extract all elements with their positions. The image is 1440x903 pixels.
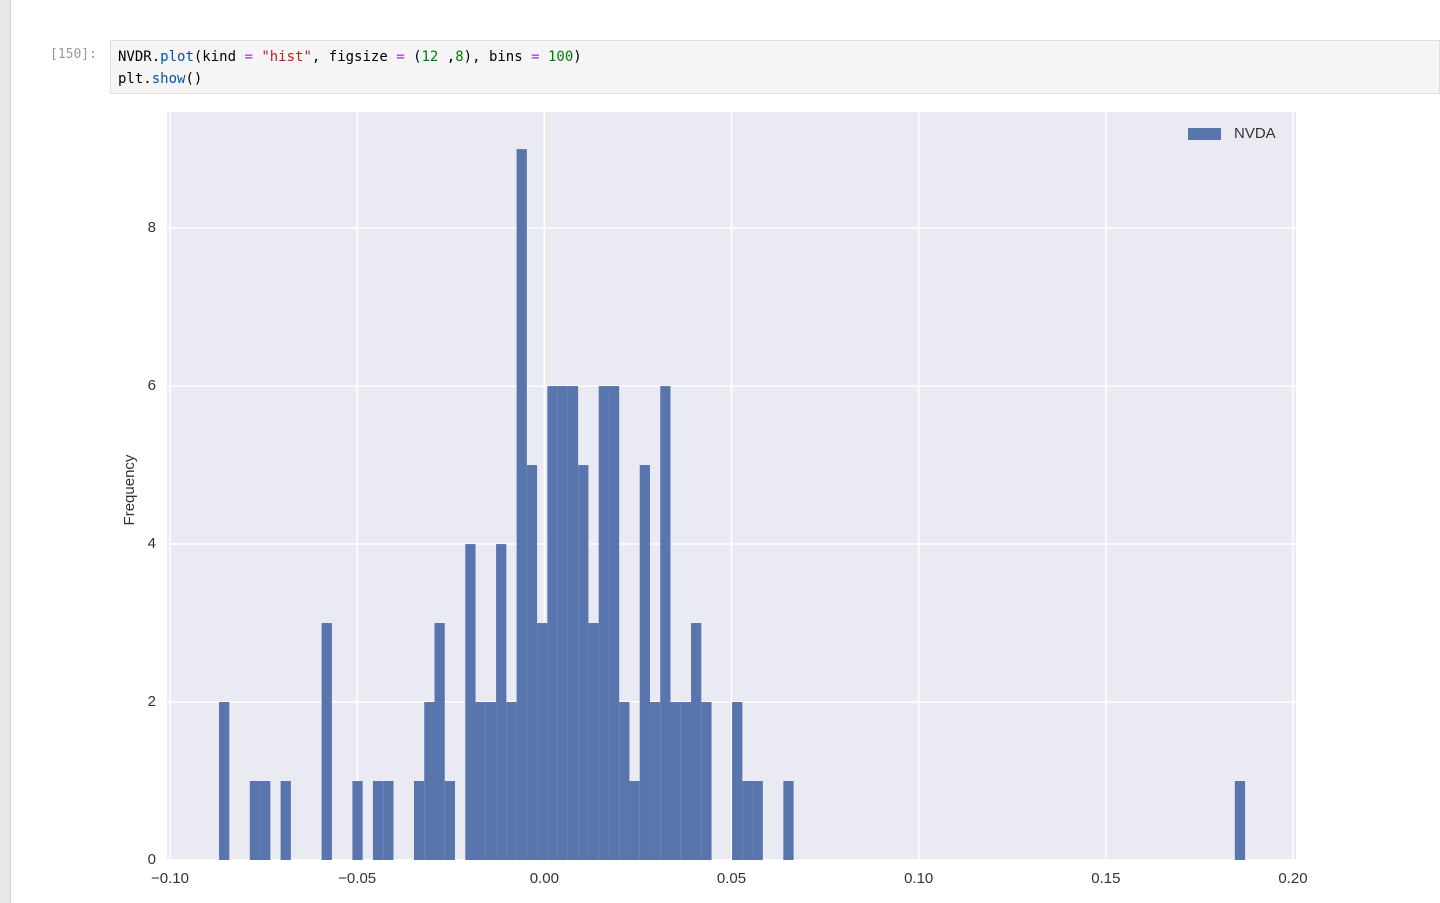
histogram-bar <box>691 623 702 860</box>
histogram-bar <box>732 702 743 860</box>
histogram-bar <box>352 781 363 860</box>
histogram-bar <box>670 702 681 860</box>
x-tick-label: 0.10 <box>904 870 933 887</box>
code-token: = <box>244 49 253 65</box>
x-tick-label: −0.05 <box>338 870 376 887</box>
histogram-bar <box>783 781 794 860</box>
histogram-bar <box>639 465 650 860</box>
code-token: plt. <box>118 71 152 87</box>
histogram-bar <box>321 623 332 860</box>
histogram-bar <box>608 386 620 860</box>
y-tick-label: 0 <box>148 851 156 868</box>
histogram-bar <box>485 702 497 860</box>
histogram-bar <box>516 149 527 861</box>
histogram-bar <box>537 623 548 860</box>
x-tick-label: −0.10 <box>151 870 189 887</box>
code-token: = <box>531 49 540 65</box>
histogram-bar <box>383 781 394 860</box>
histogram-bar <box>578 465 589 860</box>
code-line: NVDR.plot(kind = "hist", figsize = (12 ,… <box>118 46 1432 68</box>
histogram-bar <box>496 544 507 860</box>
code-token: ), bins <box>463 49 532 65</box>
histogram-bar <box>567 386 579 860</box>
histogram-bar <box>249 781 261 860</box>
y-axis-label: Frequency <box>121 454 138 525</box>
histogram-bar <box>280 781 291 860</box>
code-token: 100 <box>539 49 574 65</box>
histogram-bar <box>619 702 630 860</box>
code-token: show <box>151 71 186 87</box>
x-tick-label: 0.05 <box>717 870 746 887</box>
code-token: ) <box>573 49 582 65</box>
histogram-bar <box>413 781 425 860</box>
y-tick-label: 4 <box>148 535 156 552</box>
code-token: ( <box>404 49 422 65</box>
y-tick-label: 8 <box>148 219 156 236</box>
x-tick-label: 0.20 <box>1278 870 1307 887</box>
code-token: 8 <box>455 49 464 65</box>
histogram-bar <box>598 386 609 860</box>
histogram-bar <box>219 702 230 860</box>
code-token: () <box>185 71 203 87</box>
histogram-bar <box>475 702 486 860</box>
code-line: plt.show() <box>118 68 1432 90</box>
histogram-bar <box>424 702 435 860</box>
histogram-bar <box>444 781 456 860</box>
code-token: plot <box>160 49 194 65</box>
histogram-bar <box>526 465 538 860</box>
x-tick-label: 0.15 <box>1091 870 1120 887</box>
histogram-bar <box>660 386 671 860</box>
code-token: NVDR. <box>118 49 161 65</box>
histogram-bar <box>1234 781 1246 860</box>
code-cell[interactable]: NVDR.plot(kind = "hist", figsize = (12 ,… <box>110 40 1440 94</box>
histogram-bar <box>649 702 661 860</box>
y-tick-label: 2 <box>148 693 156 710</box>
code-token: "hist" <box>252 49 312 65</box>
histogram-bar <box>506 702 517 860</box>
histogram-bar <box>629 781 640 860</box>
x-tick-label: 0.00 <box>530 870 559 887</box>
code-token: (kind <box>193 49 245 65</box>
sidebar <box>0 0 11 903</box>
code-token: , figsize <box>311 49 397 65</box>
histogram-bar <box>752 781 763 860</box>
histogram-bar <box>680 702 692 860</box>
cell-prompt: [150]: <box>50 47 97 62</box>
code-token: , <box>438 49 456 65</box>
histogram-bar <box>465 544 476 860</box>
histogram-bar <box>434 623 445 860</box>
y-tick-label: 6 <box>148 377 156 394</box>
code-token: 12 <box>421 49 439 65</box>
histogram-bar <box>742 781 753 860</box>
histogram-bar <box>588 623 599 860</box>
code-token: = <box>396 49 405 65</box>
histogram-bar <box>372 781 384 860</box>
histogram-bar <box>547 386 558 860</box>
histogram-bar <box>557 386 568 860</box>
histogram-bar <box>701 702 712 860</box>
legend-label: NVDA <box>1234 125 1276 142</box>
legend-swatch <box>1188 128 1221 140</box>
histogram-bar <box>260 781 271 860</box>
